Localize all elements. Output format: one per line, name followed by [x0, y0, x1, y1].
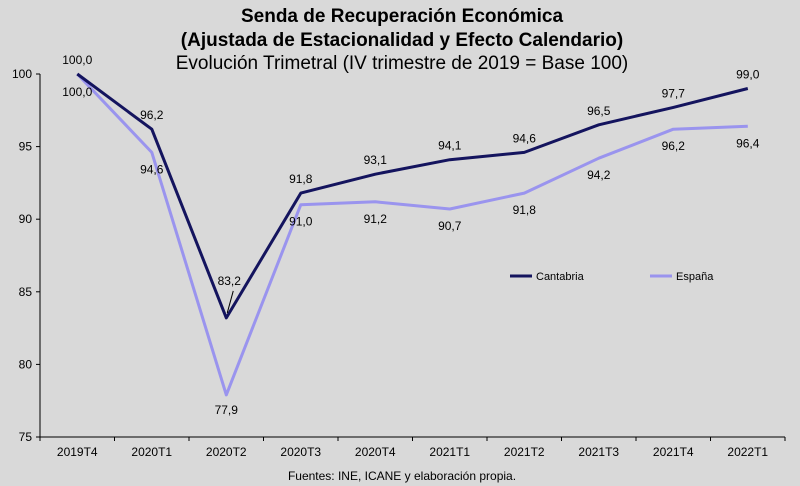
x-tick-label: 2020T3	[280, 445, 321, 459]
data-label-cantabria: 94,1	[438, 139, 462, 153]
data-label-espana: 96,4	[736, 136, 760, 150]
leader-line	[226, 290, 234, 314]
chart-title: Senda de Recuperación Económica	[241, 6, 563, 27]
data-label-cantabria: 97,7	[662, 86, 686, 100]
chart-subtitle: Evolución Trimetral (IV trimestre de 201…	[176, 53, 629, 74]
legend-label-cantabria: Cantabria	[536, 271, 585, 283]
x-tick-label: 2020T1	[131, 445, 172, 459]
data-label-cantabria: 91,8	[289, 172, 313, 186]
axes: 75 80 85 90 95 100 2019T4 2020T1 2020T2 2020T3 202…	[12, 67, 786, 459]
data-label-espana: 91,2	[364, 212, 388, 226]
data-label-cantabria: 94,6	[513, 131, 537, 145]
data-label-espana: 77,9	[215, 403, 239, 417]
data-label-espana: 96,2	[662, 139, 686, 153]
x-tick-label: 2022T1	[727, 445, 768, 459]
x-tick-label: 2020T2	[206, 445, 247, 459]
chart-title-line2: (Ajustada de Estacionalidad y Efecto Cal…	[181, 30, 623, 51]
y-tick-label: 90	[19, 212, 33, 226]
data-label-cantabria: 93,1	[364, 153, 388, 167]
data-label-espana: 94,6	[140, 162, 164, 176]
data-label-cantabria: 99,0	[736, 68, 760, 82]
data-label-cantabria: 96,2	[140, 108, 164, 122]
x-tick-label: 2020T4	[355, 445, 396, 459]
x-tick-label: 2021T3	[578, 445, 619, 459]
series-layer	[76, 72, 749, 397]
data-label-espana: 91,8	[513, 203, 537, 217]
data-labels: 100,0 100,0 96,2 94,6 83,2 77,9 91,8 91,0 93,1 91…	[62, 53, 760, 417]
source-note: Fuentes: INE, ICANE y elaboración propia…	[288, 469, 516, 483]
series-line-cantabria	[76, 72, 749, 320]
data-label-cantabria: 83,2	[218, 274, 242, 288]
y-tick-label: 95	[19, 140, 33, 154]
data-label-espana: 90,7	[438, 219, 462, 233]
y-tick-label: 80	[19, 357, 33, 371]
data-label-espana: 100,0	[62, 85, 92, 99]
x-tick-label: 2021T4	[653, 445, 694, 459]
data-label-espana: 91,0	[289, 215, 313, 229]
x-tick-label: 2021T2	[504, 445, 545, 459]
legend: Cantabria España	[510, 271, 714, 283]
y-tick-label: 75	[19, 430, 33, 444]
x-tick-label: 2021T1	[429, 445, 470, 459]
y-tick-label: 85	[19, 285, 33, 299]
x-tick-label: 2019T4	[57, 445, 98, 459]
data-label-cantabria: 100,0	[62, 53, 92, 67]
legend-label-espaa: España	[676, 271, 714, 283]
series-line-espaa	[76, 72, 748, 397]
data-label-espana: 94,2	[587, 168, 611, 182]
y-tick-label: 100	[12, 67, 32, 81]
data-label-cantabria: 96,5	[587, 104, 611, 118]
